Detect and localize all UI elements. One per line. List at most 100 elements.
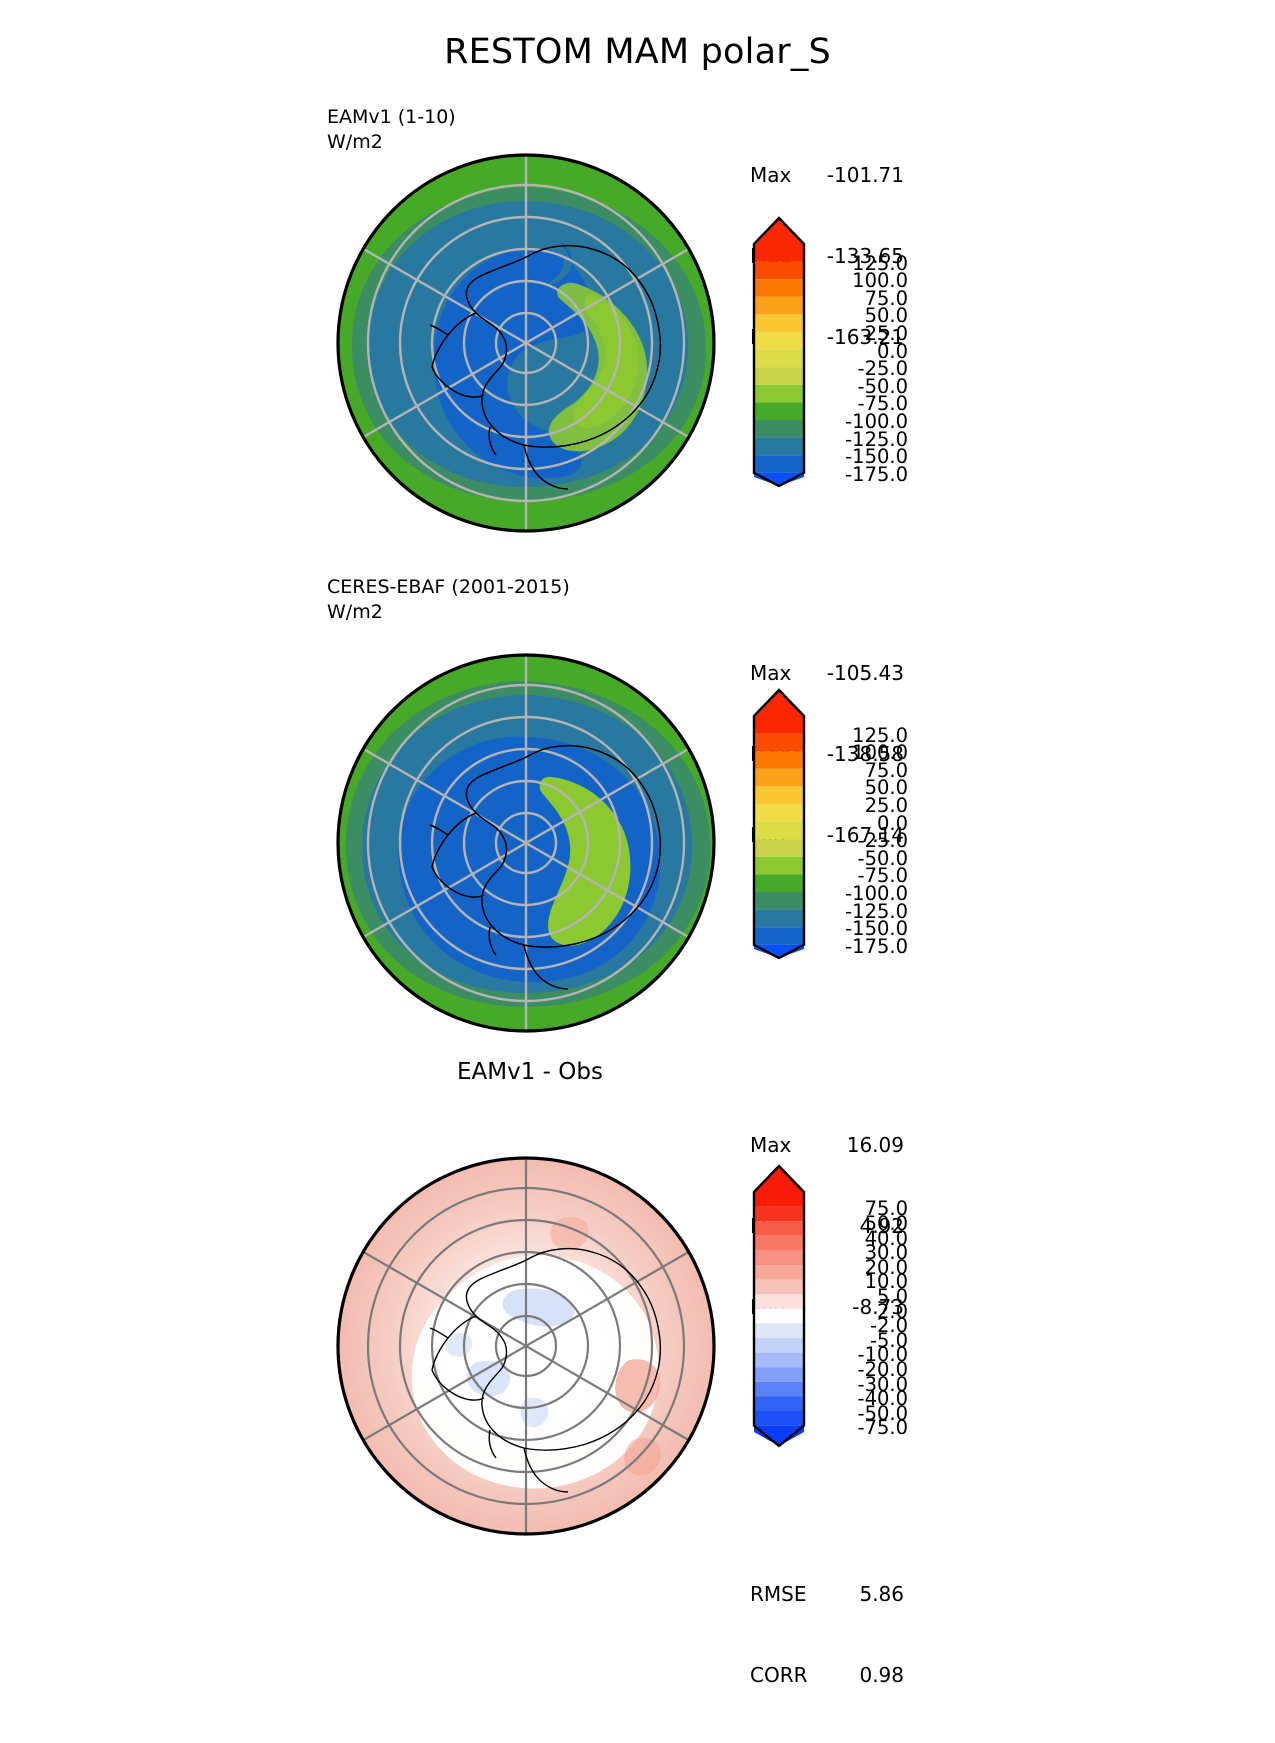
stat-value: -101.71 — [826, 163, 904, 187]
stat-row: Max -101.71 — [750, 162, 904, 189]
colorbar-tick: -50.0 — [857, 374, 908, 398]
colorbar-tick: 0.0 — [876, 339, 908, 363]
colorbar-tick: -2.0 — [869, 1314, 908, 1338]
stat-row: CORR 0.98 — [750, 1662, 904, 1689]
colorbar-tick: 75.0 — [864, 286, 908, 310]
antarctic-coastline — [429, 744, 662, 990]
colorbar-tick: 100.0 — [852, 269, 908, 293]
colorbar-tick: -100.0 — [845, 882, 908, 905]
polar-map-obs — [330, 645, 730, 1045]
polar-map-model-svg — [336, 153, 716, 533]
map-border — [336, 653, 716, 1033]
figure-canvas: RESTOM MAM polar_S EAMv1 (1-10) W/m2 Max… — [0, 0, 1275, 1687]
stat-key: Max — [750, 1133, 792, 1157]
stat-row: Max 16.09 — [750, 1132, 904, 1159]
colorbar-tick: 75.0 — [864, 758, 908, 782]
polar-map-diff — [330, 1148, 730, 1548]
colorbar-tick: 20.0 — [864, 1255, 908, 1279]
graticule — [359, 655, 693, 1031]
colorbar-tick: 40.0 — [864, 1226, 908, 1250]
colorbar-tick: -175.0 — [845, 462, 908, 486]
colorbar-outline — [752, 216, 806, 488]
colorbar-tick: 125.0 — [852, 723, 908, 747]
stat-value: -105.43 — [826, 661, 904, 685]
stat-value: -167.14 — [826, 823, 904, 847]
panel-model-label-line1: EAMv1 (1-10) — [327, 106, 456, 128]
colorbar-tick: -50.0 — [857, 846, 908, 870]
colorbar-tick: 50.0 — [864, 1211, 908, 1235]
colorbar-model-ticklabels: 125.0 100.0 75.0 50.0 25.0 0.0 -25.0 -50… — [808, 212, 908, 492]
polar-map-diff-svg — [336, 1156, 716, 1536]
colorbar-outline — [752, 1164, 806, 1448]
colorbar-tick: 25.0 — [864, 794, 908, 817]
colorbar-segments — [754, 1166, 804, 1446]
graticule — [359, 155, 693, 531]
panel-diff-footer-stats: RMSE 5.86 CORR 0.98 — [750, 1527, 904, 1743]
colorbar-tick: -100.0 — [845, 410, 908, 433]
antarctic-coastline — [429, 244, 662, 490]
colorbar-tick: -150.0 — [845, 917, 908, 941]
stat-value: -8.73 — [852, 1295, 904, 1319]
colorbar-tick: -20.0 — [857, 1357, 908, 1381]
region-blue-2 — [433, 248, 564, 479]
colorbar-tick: -50.0 — [857, 1401, 908, 1425]
colorbar-tick: -75.0 — [857, 864, 908, 888]
stat-key: RMSE — [750, 1582, 807, 1606]
graticule — [359, 1158, 693, 1534]
colorbar-tick: -175.0 — [845, 934, 908, 958]
colorbar-tick: -30.0 — [857, 1372, 908, 1396]
colorbar-tick: -125.0 — [845, 427, 908, 451]
stat-value: -138.58 — [826, 742, 904, 766]
colorbar-tick: -5.0 — [869, 1328, 908, 1352]
colorbar-tick: -10.0 — [857, 1343, 908, 1367]
colorbar-tick: -125.0 — [845, 899, 908, 923]
panel-diff-label-line1: EAMv1 - Obs — [457, 1059, 603, 1085]
colorbar-tick: 0.0 — [876, 811, 908, 835]
colorbar-tick: -75.0 — [857, 392, 908, 416]
stat-value: 5.86 — [859, 1582, 904, 1606]
panel-model: EAMv1 (1-10) W/m2 Max-101.71 Mean-133.65… — [0, 0, 1275, 540]
colorbar-obs-swatches — [752, 688, 806, 960]
panel-diff-label: EAMv1 - Obs — [330, 1060, 730, 1085]
region-light-green-2 — [573, 294, 639, 428]
colorbar-tick: 25.0 — [864, 322, 908, 345]
colorbar-diff-ticklabels: 75.0 50.0 40.0 30.0 20.0 10.0 5.0 2.0 -2… — [808, 1160, 908, 1460]
map-border — [336, 1156, 716, 1536]
region-light-green-2 — [565, 802, 613, 920]
panel-model-label-line2: W/m2 — [327, 131, 383, 153]
colorbar-tick: -40.0 — [857, 1387, 908, 1411]
colorbar-diff-swatches — [752, 1164, 806, 1448]
colorbar-tick: -25.0 — [857, 357, 908, 381]
region-positive-2 — [624, 1437, 661, 1476]
colorbar-model-swatches — [752, 216, 806, 488]
panel-obs: CERES-EBAF (2001-2015) W/m2 Max -105.43 M… — [327, 576, 908, 1033]
colorbar-tick: 50.0 — [864, 776, 908, 800]
colorbar-tick: 5.0 — [876, 1284, 908, 1308]
colorbar-tick: 30.0 — [864, 1241, 908, 1265]
stat-value: 16.09 — [846, 1133, 904, 1157]
region-negative-2 — [466, 1360, 511, 1397]
stat-value: 0.98 — [859, 1663, 904, 1687]
stat-row: RMSE 5.86 — [750, 1581, 904, 1608]
stat-value: 4.92 — [859, 1214, 904, 1238]
stat-value: -133.65 — [826, 244, 904, 268]
colorbar-tick: 75.0 — [864, 1197, 908, 1221]
stat-key: Max — [750, 661, 792, 685]
map-border — [336, 153, 716, 533]
stat-value: -163.21 — [826, 325, 904, 349]
colorbar-obs: 125.0 100.0 75.0 50.0 25.0 0.0 -25.0 -50… — [748, 684, 908, 964]
figure-title: RESTOM MAM polar_S — [444, 32, 831, 72]
colorbar-outline — [752, 688, 806, 960]
colorbar-diff: 75.0 50.0 40.0 30.0 20.0 10.0 5.0 2.0 -2… — [748, 1160, 908, 1460]
colorbar-obs-ticklabels: 125.0 100.0 75.0 50.0 25.0 0.0 -25.0 -50… — [808, 684, 908, 964]
colorbar-segments — [754, 218, 804, 486]
colorbar-tick: 10.0 — [864, 1270, 908, 1294]
colorbar-tick: 100.0 — [852, 741, 908, 765]
colorbar-tick: -150.0 — [845, 445, 908, 469]
colorbar-tick: -75.0 — [857, 1416, 908, 1440]
stat-key: Max — [750, 163, 792, 187]
panel-obs-label-line1: CERES-EBAF (2001-2015) — [327, 576, 570, 598]
colorbar-tick: 2.0 — [876, 1299, 908, 1323]
colorbar-tick: 125.0 — [852, 251, 908, 275]
